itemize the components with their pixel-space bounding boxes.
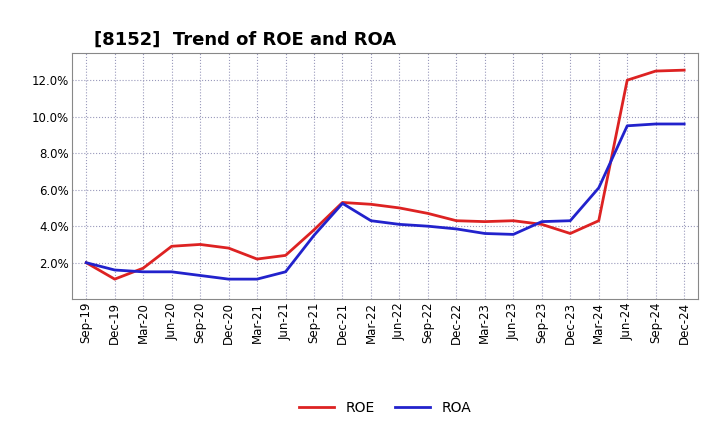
ROA (310, 233, 318, 238)
ROA (110, 268, 119, 273)
ROE (566, 231, 575, 236)
Line: ROE: ROE (86, 70, 684, 279)
ROE (82, 260, 91, 265)
ROE (480, 219, 489, 224)
ROE (282, 253, 290, 258)
Text: [8152]  Trend of ROE and ROA: [8152] Trend of ROE and ROA (94, 31, 396, 49)
ROE (652, 68, 660, 73)
ROA (509, 232, 518, 237)
ROA (366, 218, 375, 224)
ROE (366, 202, 375, 207)
ROE (167, 244, 176, 249)
ROE (623, 77, 631, 83)
ROA (537, 219, 546, 224)
ROE (310, 227, 318, 232)
ROA (452, 226, 461, 231)
ROE (110, 276, 119, 282)
ROE (225, 246, 233, 251)
ROE (196, 242, 204, 247)
ROA (167, 269, 176, 275)
ROA (338, 201, 347, 206)
ROE (537, 222, 546, 227)
ROA (82, 260, 91, 265)
ROA (139, 269, 148, 275)
ROE (423, 211, 432, 216)
ROE (395, 205, 404, 211)
ROA (680, 121, 688, 127)
ROE (253, 257, 261, 262)
ROA (282, 269, 290, 275)
ROA (623, 123, 631, 128)
ROA (480, 231, 489, 236)
ROA (595, 185, 603, 191)
ROA (225, 276, 233, 282)
ROA (395, 222, 404, 227)
ROE (509, 218, 518, 224)
ROE (452, 218, 461, 224)
ROE (139, 265, 148, 271)
ROA (652, 121, 660, 127)
ROE (680, 67, 688, 73)
ROE (595, 218, 603, 224)
ROA (566, 218, 575, 224)
ROA (423, 224, 432, 229)
Line: ROA: ROA (86, 124, 684, 279)
ROA (196, 273, 204, 278)
ROA (253, 276, 261, 282)
ROE (338, 200, 347, 205)
Legend: ROE, ROA: ROE, ROA (294, 395, 477, 420)
